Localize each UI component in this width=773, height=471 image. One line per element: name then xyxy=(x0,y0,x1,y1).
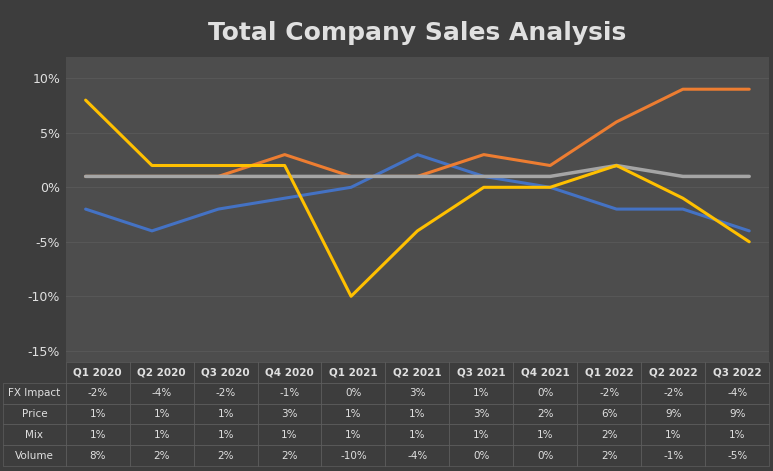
FX Impact xyxy=(612,206,621,212)
Mix xyxy=(546,174,555,179)
Mix xyxy=(346,174,356,179)
Mix xyxy=(479,174,489,179)
Price xyxy=(744,86,754,92)
FX Impact xyxy=(744,228,754,234)
Mix xyxy=(678,174,687,179)
Mix xyxy=(148,174,157,179)
Line: Volume: Volume xyxy=(86,100,749,296)
Price xyxy=(280,152,289,157)
Mix xyxy=(413,174,422,179)
FX Impact xyxy=(213,206,223,212)
Price xyxy=(612,119,621,125)
Volume xyxy=(546,185,555,190)
Mix xyxy=(280,174,289,179)
FX Impact xyxy=(479,174,489,179)
Volume xyxy=(346,293,356,299)
Mix xyxy=(213,174,223,179)
Volume xyxy=(479,185,489,190)
Price xyxy=(81,174,90,179)
Volume xyxy=(744,239,754,244)
Volume xyxy=(213,162,223,168)
FX Impact xyxy=(678,206,687,212)
Volume xyxy=(612,162,621,168)
Price xyxy=(413,174,422,179)
FX Impact xyxy=(413,152,422,157)
FX Impact xyxy=(280,195,289,201)
FX Impact xyxy=(346,185,356,190)
Volume xyxy=(148,162,157,168)
Volume xyxy=(81,97,90,103)
Volume xyxy=(413,228,422,234)
Mix xyxy=(81,174,90,179)
Text: Total Company Sales Analysis: Total Company Sales Analysis xyxy=(208,21,627,45)
Line: FX Impact: FX Impact xyxy=(86,154,749,231)
Volume xyxy=(280,162,289,168)
Mix xyxy=(744,174,754,179)
FX Impact xyxy=(546,185,555,190)
FX Impact xyxy=(148,228,157,234)
Price xyxy=(546,162,555,168)
Price xyxy=(678,86,687,92)
Price xyxy=(346,174,356,179)
Price xyxy=(148,174,157,179)
Volume xyxy=(678,195,687,201)
Price xyxy=(213,174,223,179)
FX Impact xyxy=(81,206,90,212)
Price xyxy=(479,152,489,157)
Line: Mix: Mix xyxy=(86,165,749,177)
Line: Price: Price xyxy=(86,89,749,177)
Mix xyxy=(612,162,621,168)
